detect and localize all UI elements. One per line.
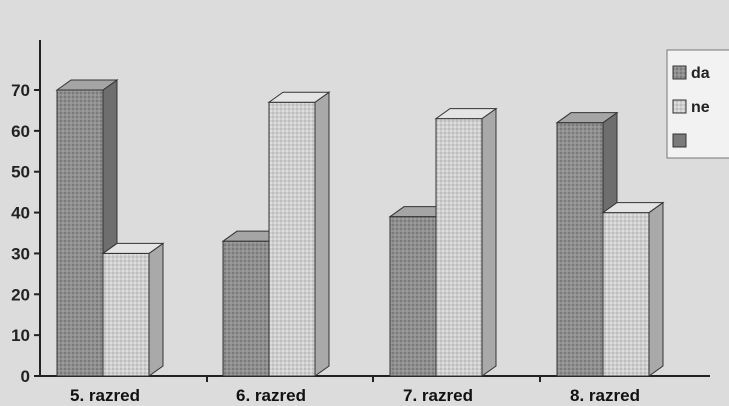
legend-label-da: da (691, 65, 710, 82)
bar-top-ne-8 (601, 202, 665, 214)
legend-swatch-ne (672, 99, 687, 114)
y-tick-label: 0 (21, 367, 30, 386)
y-tick-label: 70 (11, 81, 30, 100)
y-tick-label: 60 (11, 122, 30, 141)
x-category-label: 7. razred (403, 386, 473, 405)
bar-ne-8 (602, 212, 650, 377)
bar-da-6 (222, 240, 270, 377)
x-category-label: 6. razred (236, 386, 306, 405)
bar-da-8 (556, 122, 604, 377)
bar-top-da-8 (555, 112, 619, 124)
bar-ne-5 (102, 252, 150, 377)
bar-side-ne-5 (148, 242, 164, 377)
bar-side-ne-7 (481, 107, 497, 377)
bar-ne-7 (435, 118, 483, 377)
bar-da-7 (389, 216, 437, 377)
legend-swatch-blank (672, 133, 687, 148)
x-category-label: 8. razred (570, 386, 640, 405)
y-tick-label: 20 (11, 285, 30, 304)
x-category-label: 5. razred (70, 386, 140, 405)
legend-swatch-da (672, 65, 687, 80)
bar-side-ne-8 (648, 201, 664, 377)
bar-side-ne-6 (314, 91, 330, 377)
bar-top-ne-6 (267, 91, 331, 103)
bar-top-ne-5 (101, 242, 165, 254)
bar-top-ne-7 (434, 108, 498, 120)
y-tick-label: 40 (11, 204, 30, 223)
y-tick-label: 30 (11, 244, 30, 263)
bar-da-5 (56, 89, 104, 377)
y-tick-label: 50 (11, 163, 30, 182)
bar-ne-6 (268, 101, 316, 377)
bar-top-da-5 (55, 79, 119, 91)
y-tick-label: 10 (11, 326, 30, 345)
legend-label-ne: ne (691, 99, 710, 116)
